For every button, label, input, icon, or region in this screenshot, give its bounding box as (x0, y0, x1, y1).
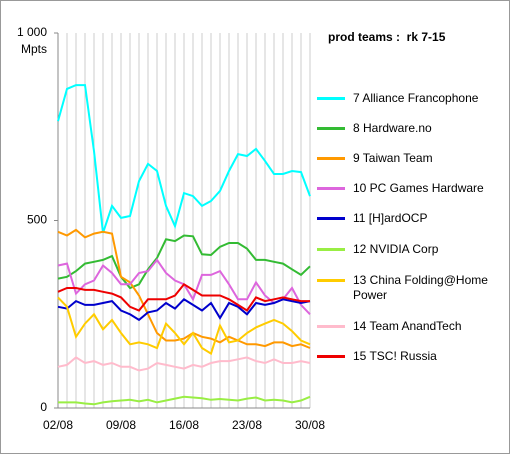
legend-label: 10 PC Games Hardware (353, 181, 484, 195)
series-line (57, 356, 311, 372)
legend-swatch (317, 248, 345, 251)
series-line (57, 296, 311, 356)
legend-swatch (317, 325, 345, 328)
legend-label: 7 Alliance Francophone (353, 91, 479, 105)
x-tick-label: 23/08 (232, 418, 262, 432)
y-axis-label: Mpts (21, 42, 47, 56)
legend-label: 8 Hardware.no (353, 121, 432, 135)
series-line (57, 228, 311, 349)
legend-item: 15 TSC! Russia (317, 349, 507, 364)
legend-item: 14 Team AnandTech (317, 319, 507, 334)
legend-swatch (317, 97, 345, 100)
x-tick-label: 09/08 (106, 418, 136, 432)
legend-item: 12 NVIDIA Corp (317, 242, 507, 257)
legend-swatch (317, 279, 345, 282)
legend-item: 7 Alliance Francophone (317, 91, 507, 106)
legend-label: 11 [H]ardOCP (353, 211, 428, 225)
legend-label: 9 Taiwan Team (353, 151, 433, 165)
legend-swatch (317, 355, 345, 358)
legend-swatch (317, 127, 345, 130)
legend-item: 11 [H]ardOCP (317, 211, 507, 226)
series-line (57, 282, 310, 312)
x-tick-label: 02/08 (43, 418, 73, 432)
legend-swatch (317, 217, 345, 220)
x-tick-label: 16/08 (169, 418, 199, 432)
legend-label: 12 NVIDIA Corp (353, 242, 439, 256)
series-line (57, 84, 311, 234)
y-tick-label: 500 (27, 213, 47, 227)
x-tick-label: 30/08 (295, 418, 325, 432)
series-line (57, 298, 311, 322)
legend-item: 10 PC Games Hardware (317, 181, 507, 196)
series-line (58, 395, 311, 406)
legend-label: 14 Team AnandTech (353, 319, 462, 333)
legend-swatch (317, 187, 345, 190)
legend-item: 9 Taiwan Team (317, 151, 507, 166)
legend-item: 8 Hardware.no (317, 121, 507, 136)
series-line (57, 234, 311, 290)
legend-label: 13 China Folding@Home Power (353, 273, 488, 302)
chart-title: prod teams : rk 7-15 (328, 30, 446, 44)
legend-item: 13 China Folding@Home Power (317, 273, 507, 303)
y-tick-label: 1 000 (17, 25, 47, 39)
legend-swatch (317, 157, 345, 160)
y-tick-label: 0 (40, 400, 47, 414)
legend-label: 15 TSC! Russia (353, 349, 437, 363)
